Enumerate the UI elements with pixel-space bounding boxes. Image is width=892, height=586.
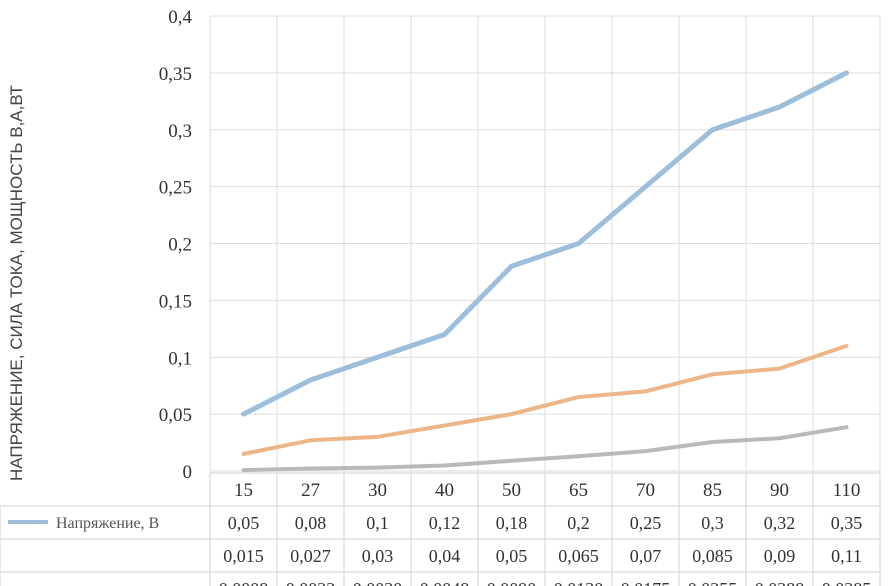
data-point [845, 344, 848, 348]
data-point [778, 436, 781, 440]
data-point [376, 435, 379, 439]
data-label: 0,05 [496, 546, 528, 566]
data-point [845, 71, 848, 75]
series-line [241, 343, 849, 456]
data-point [711, 128, 714, 132]
y-tick-label: 0,4 [168, 7, 192, 28]
data-point [510, 264, 513, 268]
data-label: 0,0130 [554, 579, 604, 586]
data-point [242, 468, 245, 472]
data-point [644, 389, 647, 393]
x-tick-label: 15 [234, 480, 253, 501]
data-point [845, 425, 848, 429]
data-point [510, 459, 513, 463]
data-point [309, 466, 312, 470]
data-point [376, 355, 379, 359]
data-point [443, 464, 446, 468]
x-tick-label: 65 [569, 480, 588, 501]
data-point [577, 395, 580, 399]
y-tick-label: 0,1 [168, 348, 192, 369]
data-point [778, 105, 781, 109]
data-label: 0,03 [362, 546, 394, 566]
data-label: 0,09 [764, 546, 796, 566]
data-label: 0,0022 [286, 579, 336, 586]
x-tick-label: 70 [636, 480, 655, 501]
y-tick-label: 0,3 [168, 121, 192, 142]
data-label: 0,0030 [353, 579, 403, 586]
x-tick-label: 110 [833, 480, 861, 501]
y-axis-label: НАПРЯЖЕНИЕ, СИЛА ТОКА, МОЩНОСТЬ В,А,ВТ [7, 85, 26, 481]
data-label: 0,0090 [487, 579, 537, 586]
data-point [577, 454, 580, 458]
data-label: 0,1 [366, 513, 389, 533]
data-table: 15 27 30 40 50 65 70 85 90 110 0,05 0,08 0,1 0,12 0,18… [0, 472, 881, 586]
data-point [644, 185, 647, 189]
data-label: 0,0385 [822, 579, 872, 586]
data-label: 0,25 [630, 513, 662, 533]
data-point [309, 378, 312, 382]
data-point [242, 412, 245, 416]
data-label: 0,015 [223, 546, 264, 566]
data-label: 0,12 [429, 513, 461, 533]
data-label: 0,18 [496, 513, 528, 533]
x-tick-label: 40 [435, 480, 454, 501]
data-point [443, 424, 446, 427]
data-label: 0,11 [831, 546, 862, 566]
y-tick-label: 0 [183, 462, 193, 483]
y-axis-ticks: 0 0,05 0,1 0,15 0,2 0,25 0,3 0,35 0,4 [159, 7, 193, 483]
data-label: 0,0048 [420, 579, 470, 586]
data-label: 0,35 [831, 513, 863, 533]
data-point [711, 372, 714, 376]
series-line [241, 425, 849, 473]
y-tick-label: 0,2 [168, 235, 192, 256]
x-tick-label: 27 [301, 480, 320, 501]
data-label: 0,2 [567, 513, 590, 533]
x-tick-label: 90 [770, 480, 789, 501]
data-label: 0,0008 [219, 579, 269, 586]
data-label: 0,04 [429, 546, 461, 566]
y-tick-label: 0,05 [159, 405, 192, 426]
data-label: 0,05 [228, 513, 260, 533]
data-point [644, 449, 647, 453]
y-tick-label: 0,35 [159, 64, 192, 85]
series-line [241, 70, 849, 417]
grid [209, 15, 881, 472]
data-label: 0,3 [701, 513, 724, 533]
data-point [376, 466, 379, 470]
data-label: 0,085 [692, 546, 733, 566]
x-tick-label: 50 [502, 480, 521, 501]
data-label: 0,065 [558, 546, 599, 566]
data-point [242, 452, 245, 456]
data-label: 0,32 [764, 513, 796, 533]
data-point [778, 367, 781, 371]
data-label: 0,0288 [755, 579, 805, 586]
data-point [577, 242, 580, 245]
x-tick-label: 30 [368, 480, 387, 501]
data-point [510, 412, 513, 416]
data-point [711, 440, 714, 444]
y-tick-label: 0,15 [159, 291, 192, 312]
data-label: 0,0175 [621, 579, 671, 586]
data-label: 0,07 [630, 546, 662, 566]
series-lines [241, 70, 849, 473]
data-point [309, 438, 312, 442]
x-tick-label: 85 [703, 480, 722, 501]
legend-entry: Напряжение, В [56, 515, 159, 532]
data-label: 0,027 [290, 546, 331, 566]
data-label: 0,08 [295, 513, 327, 533]
data-label: 0,0255 [688, 579, 738, 586]
y-tick-label: 0,25 [159, 178, 192, 199]
data-point [443, 333, 446, 336]
legend: Напряжение, В [8, 515, 159, 532]
